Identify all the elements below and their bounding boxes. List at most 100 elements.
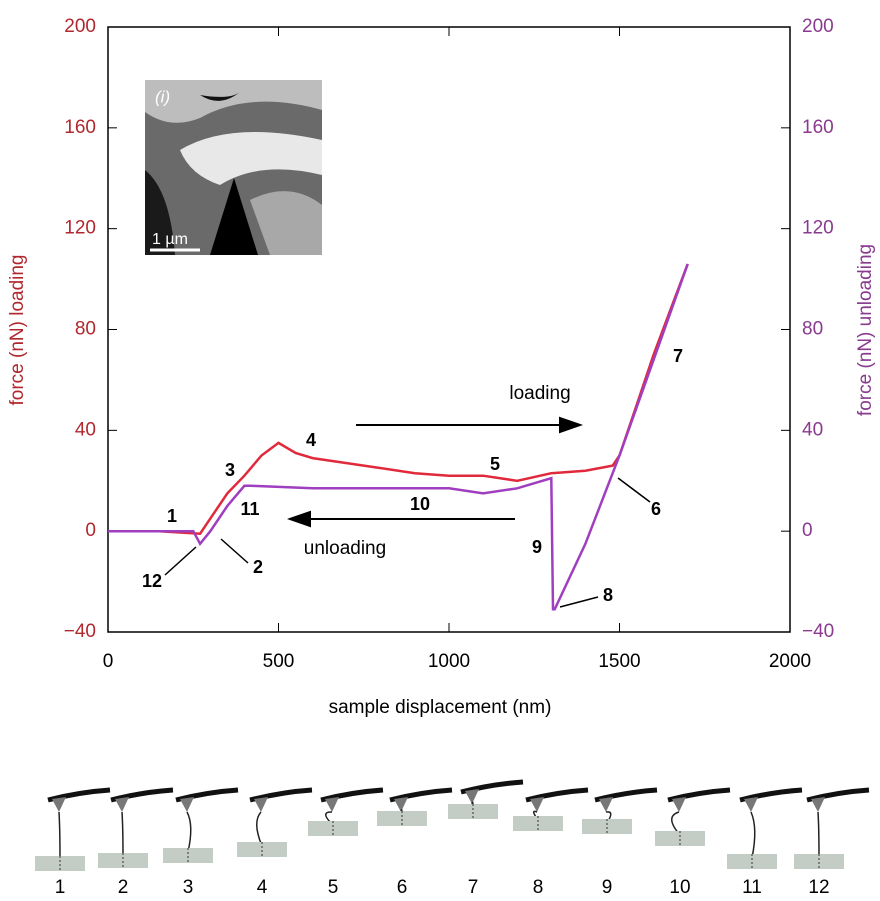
annotation: 9	[532, 537, 542, 557]
arrow	[617, 477, 651, 503]
nanofiber	[186, 811, 192, 853]
schematic-label: 6	[397, 877, 408, 898]
annotation: 6	[651, 499, 661, 519]
schematic	[513, 787, 589, 831]
sample	[655, 831, 705, 846]
x-tick-label: 2000	[769, 651, 811, 672]
y2-tick-label: 200	[802, 16, 834, 37]
x-tick-label: 0	[103, 651, 114, 672]
series-line	[108, 263, 689, 535]
tip	[394, 797, 408, 812]
sample	[582, 819, 632, 834]
cantilever	[525, 787, 589, 803]
nanofiber	[817, 811, 820, 859]
schematic	[98, 787, 174, 868]
arrows	[164, 416, 651, 608]
cantilever	[460, 779, 524, 795]
x-tick-label: 1500	[598, 651, 640, 672]
tip	[811, 797, 825, 812]
schematic-label: 8	[533, 877, 544, 898]
sample	[513, 816, 563, 831]
tip	[115, 797, 129, 812]
y2-tick-label: 40	[802, 419, 823, 440]
schematic	[727, 787, 803, 869]
y2-tick-label: 0	[802, 520, 813, 541]
annotation: loading	[509, 383, 570, 404]
y-tick-label: −40	[64, 621, 96, 642]
y-tick-label: 200	[64, 16, 96, 37]
cantilever	[667, 787, 731, 803]
schematic-label: 12	[808, 877, 829, 898]
schematic	[35, 787, 111, 871]
annotation: 12	[142, 571, 162, 591]
schematic	[237, 787, 313, 857]
y-tick-label: 0	[85, 520, 96, 541]
schematic-label: 10	[669, 877, 690, 898]
annotation: 2	[253, 557, 263, 577]
x-tick-label: 500	[263, 651, 295, 672]
y2-tick-label: 160	[802, 117, 834, 138]
tip	[599, 797, 613, 812]
arrow	[164, 546, 197, 576]
nanofiber	[750, 811, 756, 859]
schematic-label: 7	[468, 877, 479, 898]
arrow	[559, 596, 599, 608]
schematic	[794, 787, 870, 869]
y-tick-label: 120	[64, 218, 96, 239]
annotation: unloading	[304, 538, 386, 559]
cantilever	[739, 787, 803, 803]
arrowhead	[559, 416, 584, 434]
cantilever	[594, 787, 658, 803]
sample	[98, 853, 148, 868]
y-tick-label: 80	[75, 319, 96, 340]
cantilever	[320, 787, 384, 803]
inset-blob	[145, 170, 175, 255]
tip	[52, 797, 66, 812]
sample	[794, 854, 844, 869]
annotation: 7	[673, 346, 683, 366]
schematic-label: 9	[602, 877, 613, 898]
schematic	[308, 787, 384, 836]
sample	[377, 811, 427, 826]
cantilever	[249, 787, 313, 803]
inset: (i) 1 µm	[145, 80, 322, 255]
nanofiber	[121, 811, 124, 858]
annotation: 4	[306, 430, 316, 450]
inset-scale: 1 µm	[152, 231, 188, 248]
tip	[180, 797, 194, 812]
annotation: 3	[225, 460, 235, 480]
y2-tick-label: 120	[802, 218, 834, 239]
schematic-label: 2	[118, 877, 129, 898]
y-axis-label: force (nN) loading	[7, 254, 28, 405]
y2-axis-label: force (nN) unloading	[855, 244, 876, 416]
cantilever	[389, 787, 453, 803]
sample	[35, 856, 85, 871]
schematic	[448, 779, 524, 819]
tip	[465, 789, 479, 804]
arrow	[220, 538, 249, 564]
sample	[308, 821, 358, 836]
annotation: 11	[240, 499, 259, 519]
cantilever	[47, 787, 111, 803]
tip	[325, 797, 339, 812]
inset-blob	[250, 191, 322, 255]
cantilever	[806, 787, 870, 803]
y2-tick-label: 80	[802, 319, 823, 340]
tip	[530, 797, 544, 812]
y-tick-label: 160	[64, 117, 96, 138]
schematic-label: 11	[742, 877, 762, 898]
inset-tip	[210, 178, 258, 255]
sample	[163, 848, 213, 863]
y-tick-label: 40	[75, 419, 96, 440]
annotation: 1	[167, 506, 177, 526]
series-line	[108, 263, 689, 611]
x-tick-label: 1000	[428, 651, 470, 672]
arrowhead	[286, 510, 311, 528]
schematic-label: 3	[183, 877, 194, 898]
tip	[744, 797, 758, 812]
x-axis-label: sample displacement (nm)	[329, 697, 552, 718]
inset-blob	[180, 132, 322, 185]
cantilever	[175, 787, 239, 803]
inset-blob	[200, 92, 240, 101]
